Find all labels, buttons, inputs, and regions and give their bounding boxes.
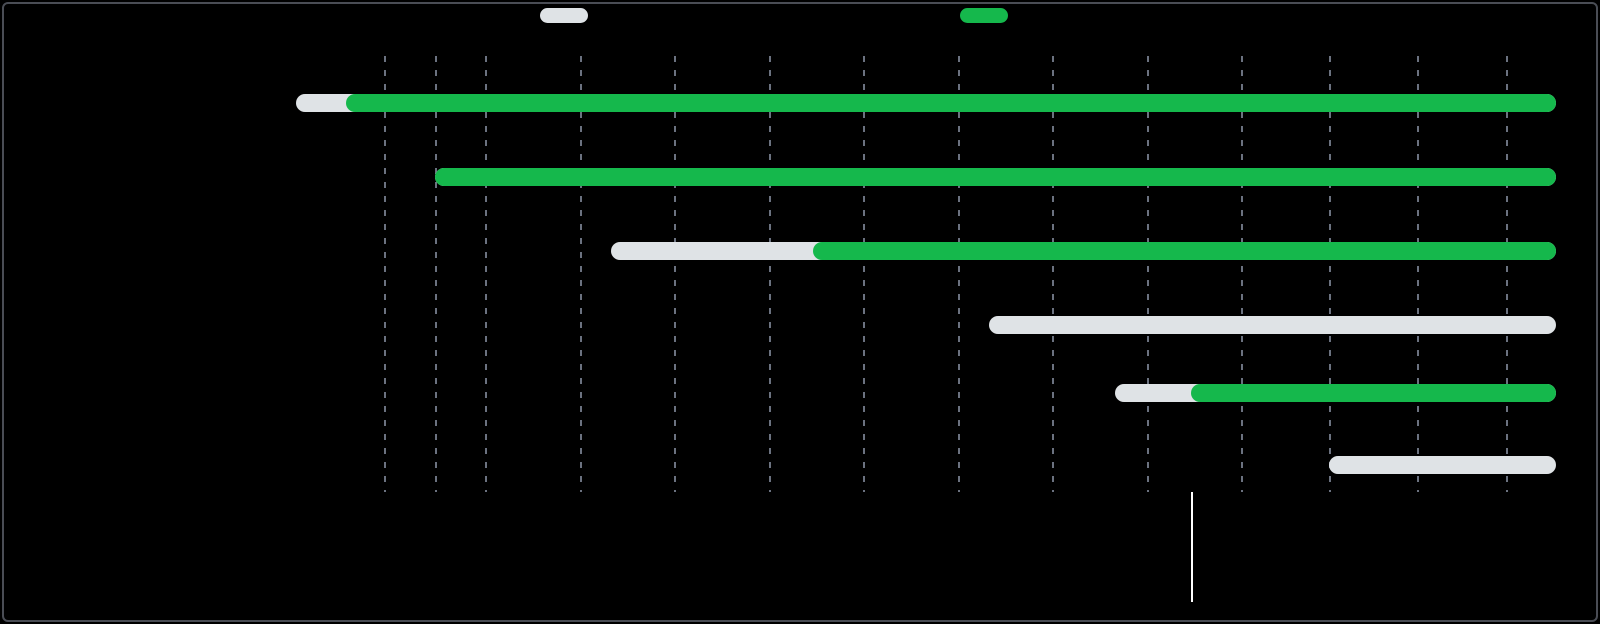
gantt-row-fill — [813, 242, 1556, 260]
time-cursor[interactable] — [1191, 492, 1193, 602]
gantt-bars — [296, 56, 1556, 492]
gantt-row-track — [1329, 456, 1556, 474]
legend-swatch — [540, 8, 588, 23]
gantt-row-fill — [435, 168, 1556, 186]
gantt-chart — [296, 56, 1556, 492]
gantt-row-fill — [1191, 384, 1556, 402]
gantt-row-fill — [346, 94, 1556, 112]
legend — [0, 0, 1600, 30]
legend-item — [960, 8, 1008, 23]
gantt-row-track — [989, 316, 1556, 334]
legend-item — [540, 8, 588, 23]
legend-swatch — [960, 8, 1008, 23]
